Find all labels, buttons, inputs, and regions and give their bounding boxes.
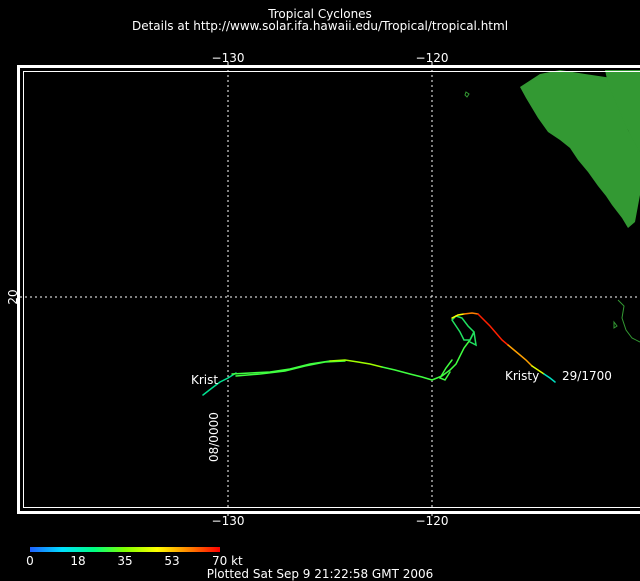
storm-start-time: 08/0000	[207, 412, 221, 462]
storm-name-end: Kristy	[505, 369, 539, 383]
track-segment-loop	[452, 316, 476, 345]
wind-legend-bar	[30, 547, 220, 552]
track-segment-orange	[464, 313, 478, 314]
lat-label-20: 20	[6, 289, 20, 304]
storm-track	[203, 313, 555, 395]
track-segment-peak	[330, 360, 382, 367]
coast-line-east	[618, 300, 640, 342]
track-segment-central	[382, 367, 432, 380]
frame-outer	[19, 67, 640, 513]
legend-tick-70: 70 kt	[212, 554, 243, 568]
lon-label-top-130: −130	[212, 51, 245, 65]
track-segment-end	[544, 374, 555, 382]
coast-island	[614, 322, 617, 328]
track-segment-east-orange	[508, 345, 532, 366]
track-segment-turn	[432, 332, 474, 380]
storm-end-time: 29/1700	[562, 369, 612, 383]
lon-label-bottom-130: −130	[212, 514, 245, 528]
legend-tick-18: 18	[70, 554, 85, 568]
storm-name-start: Krist	[191, 373, 218, 387]
small-island	[465, 92, 469, 97]
track-segment-red	[478, 314, 508, 345]
gridlines	[20, 70, 640, 510]
lon-label-bottom-120: −120	[416, 514, 449, 528]
legend-tick-35: 35	[117, 554, 132, 568]
plotted-timestamp: Plotted Sat Sep 9 21:22:58 GMT 2006	[0, 568, 640, 580]
legend-tick-0: 0	[26, 554, 34, 568]
land-mass	[465, 70, 640, 342]
legend-tick-53: 53	[164, 554, 179, 568]
frame-inner	[24, 72, 640, 508]
lon-label-top-120: −120	[416, 51, 449, 65]
